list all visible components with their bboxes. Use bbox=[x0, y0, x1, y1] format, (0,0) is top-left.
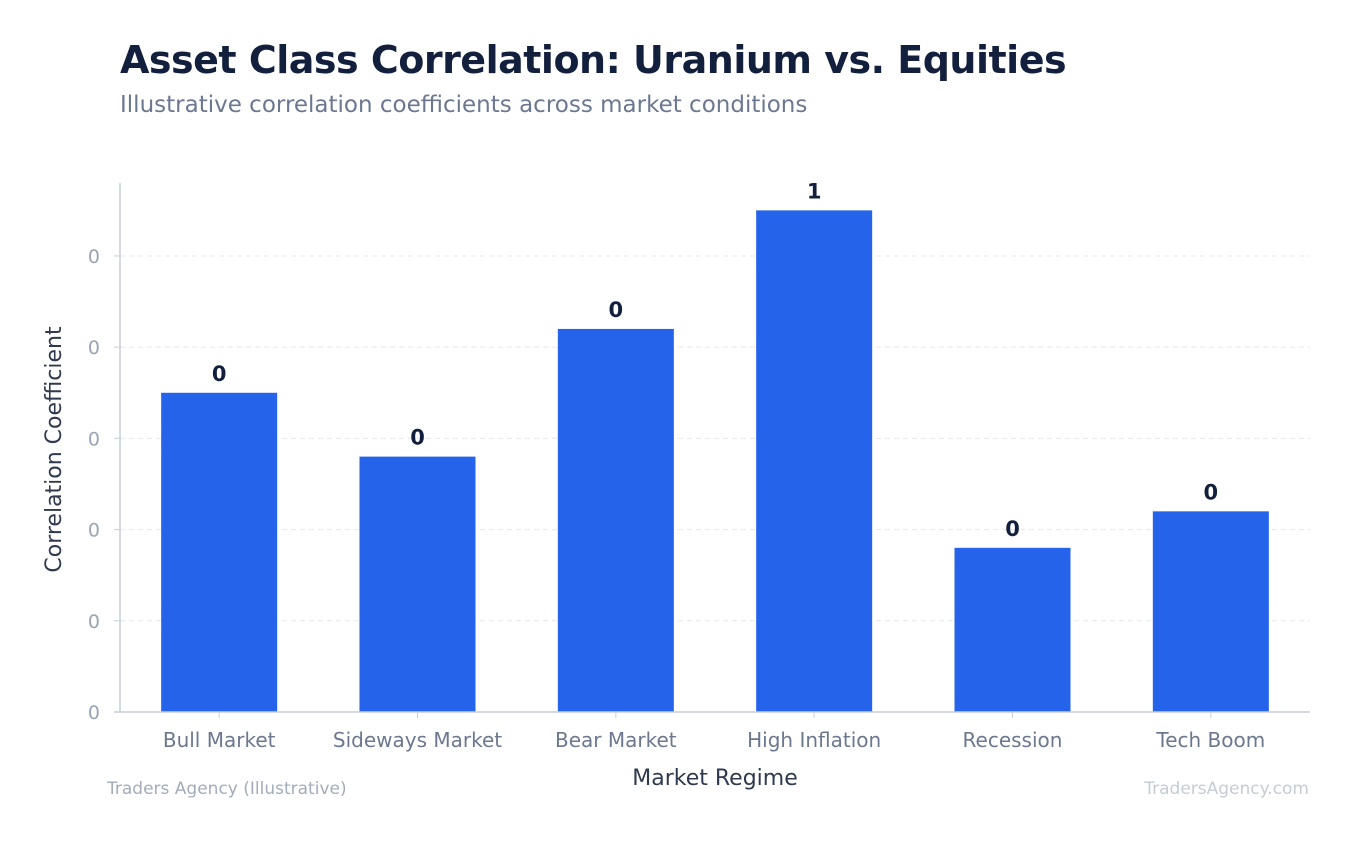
grid-lines bbox=[120, 255, 1310, 622]
website-credit: TradersAgency.com bbox=[1144, 779, 1309, 799]
axes bbox=[114, 183, 1310, 713]
y-tick-label: 0 bbox=[88, 337, 100, 359]
chart-title: Asset Class Correlation: Uranium vs. Equ… bbox=[120, 38, 1067, 82]
bar bbox=[557, 328, 674, 712]
bar bbox=[359, 456, 476, 712]
bar bbox=[161, 392, 278, 712]
y-tick-label: 0 bbox=[88, 611, 100, 633]
x-tick-label: Bear Market bbox=[555, 728, 677, 752]
axis-ticks: 0 0 0 0 0 0 Bull Market Sideways Market Bear Mar… bbox=[88, 246, 1265, 752]
bar-value-label: 0 bbox=[609, 298, 624, 322]
bar bbox=[756, 210, 873, 713]
x-tick-label: Tech Boom bbox=[1155, 728, 1265, 752]
chart-subtitle: Illustrative correlation coefficients ac… bbox=[120, 92, 808, 118]
x-tick-label: Sideways Market bbox=[333, 728, 502, 752]
x-tick-label: Bull Market bbox=[163, 728, 276, 752]
bar bbox=[954, 547, 1071, 712]
y-tick-label: 0 bbox=[88, 520, 100, 542]
x-tick-label: Recession bbox=[963, 728, 1063, 752]
x-axis-title: Market Regime bbox=[632, 766, 798, 791]
bar-value-label: 0 bbox=[410, 426, 425, 450]
y-tick-label: 0 bbox=[88, 428, 100, 450]
source-credit: Traders Agency (Illustrative) bbox=[107, 779, 347, 799]
bar-value-label: 1 bbox=[807, 179, 822, 203]
bar-value-label: 0 bbox=[1204, 480, 1219, 504]
bar-value-label: 0 bbox=[212, 362, 227, 386]
bar-value-label: 0 bbox=[1005, 517, 1020, 541]
bar bbox=[1152, 511, 1269, 712]
x-tick-label: High Inflation bbox=[747, 728, 881, 752]
y-tick-label: 0 bbox=[88, 702, 100, 724]
bar-value-labels: 0 0 0 1 0 0 bbox=[212, 179, 1218, 540]
y-axis-title: Correlation Coefficient bbox=[42, 326, 67, 573]
y-tick-label: 0 bbox=[88, 246, 100, 268]
bars bbox=[161, 210, 1269, 713]
